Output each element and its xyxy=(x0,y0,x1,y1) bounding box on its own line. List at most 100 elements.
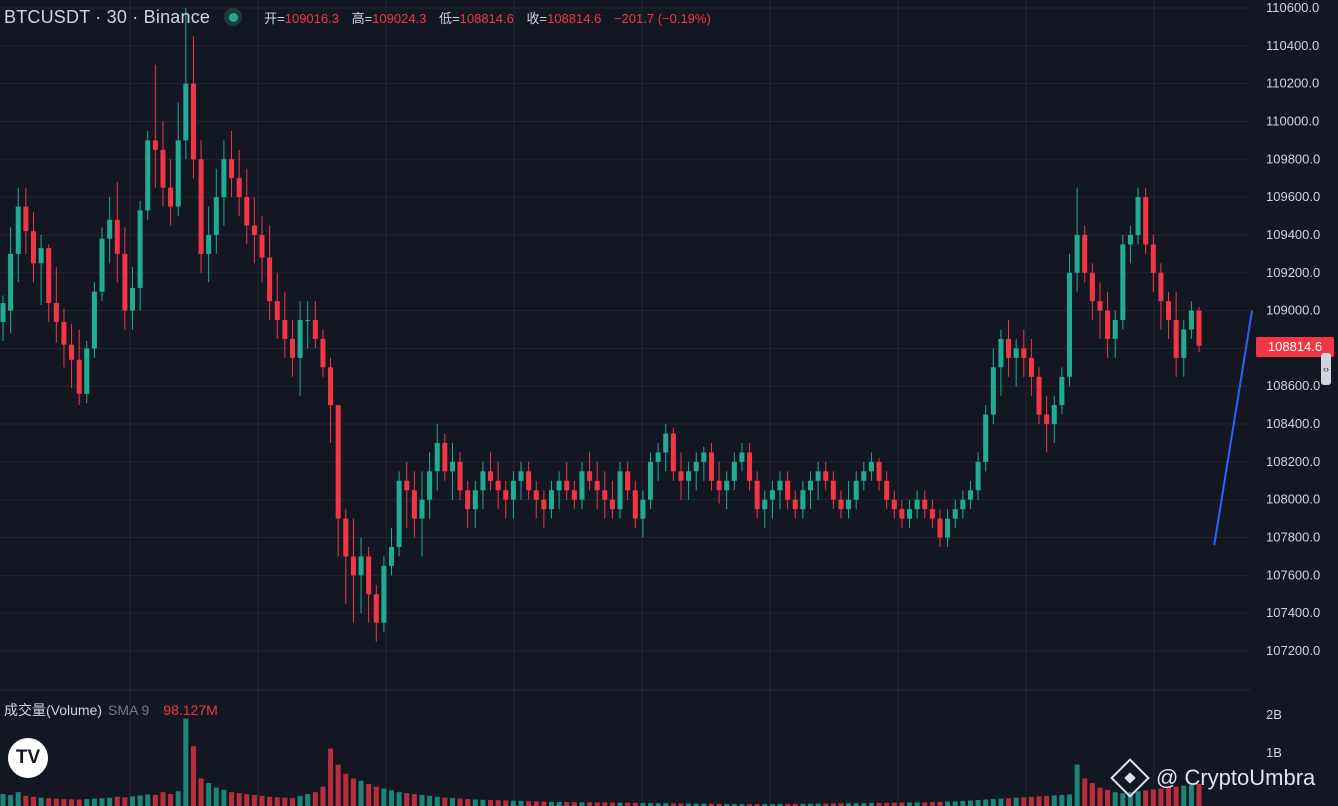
volume-bar xyxy=(244,794,250,806)
candle-body xyxy=(922,499,928,510)
volume-bar xyxy=(556,801,562,806)
candle-body xyxy=(465,490,471,510)
volume-bar xyxy=(1028,796,1034,806)
candles-layer xyxy=(0,8,1202,642)
volume-bar xyxy=(564,802,570,806)
price-tick-label: 107600.0 xyxy=(1266,567,1320,582)
price-tick-label: 109600.0 xyxy=(1266,189,1320,204)
candle-body xyxy=(1013,348,1019,358)
volume-bar xyxy=(853,803,859,806)
candle-body xyxy=(259,234,265,258)
volume-bar xyxy=(937,801,943,806)
volume-bar xyxy=(53,798,59,806)
candle-body xyxy=(541,499,547,510)
candle-body xyxy=(168,187,174,207)
candle-body xyxy=(388,546,395,566)
candle-body xyxy=(792,499,798,510)
candle-body xyxy=(190,83,196,160)
volume-bar xyxy=(891,802,897,806)
volume-bar xyxy=(46,798,52,806)
change-value: −201.7 (−0.19%) xyxy=(613,10,711,26)
candle-body xyxy=(442,442,448,472)
volume-bar xyxy=(777,804,783,806)
candle-body xyxy=(663,433,669,453)
volume-bar xyxy=(114,796,120,806)
volume-bar xyxy=(1112,792,1118,806)
volume-bar xyxy=(152,794,158,806)
volume-bar xyxy=(480,799,486,806)
volume-bar xyxy=(670,803,676,806)
volume-bar xyxy=(922,802,928,806)
candle-body xyxy=(785,480,791,500)
volume-bar xyxy=(373,786,379,806)
candle-body xyxy=(899,509,905,519)
candle-body xyxy=(693,461,699,472)
candle-body xyxy=(701,452,707,462)
market-open-icon xyxy=(224,8,243,26)
candle-body xyxy=(716,480,722,491)
volume-axis: 2B 1B xyxy=(1266,707,1282,760)
volume-bar xyxy=(198,778,204,806)
candle-body xyxy=(678,471,684,481)
tradingview-logo-icon[interactable]: TV xyxy=(8,738,48,778)
volume-bar xyxy=(884,802,890,806)
volume-bar xyxy=(381,788,387,806)
volume-bars-layer xyxy=(0,718,1202,806)
candle-body xyxy=(1006,338,1012,358)
candle-body xyxy=(640,499,646,519)
candle-body xyxy=(724,480,730,491)
candle-body xyxy=(739,452,745,462)
candle-body xyxy=(289,338,295,358)
candle-body xyxy=(221,159,227,198)
candle-body xyxy=(358,556,364,576)
volume-bar xyxy=(1173,786,1179,806)
volume-bar xyxy=(69,799,75,806)
candle-body xyxy=(937,518,943,538)
candle-body xyxy=(122,253,128,311)
volume-bar xyxy=(457,798,463,806)
volume-bar xyxy=(267,796,273,806)
last-price-tag: 108814.6 xyxy=(1256,337,1334,357)
price-tick-label: 110600.0 xyxy=(1266,0,1319,15)
price-axis[interactable]: 110600.0 110400.0 110200.0 110000.0 109800.0… xyxy=(1266,0,1320,658)
volume-bar xyxy=(625,802,631,806)
volume-title[interactable]: 成交量(Volume) xyxy=(4,702,103,718)
candle-body xyxy=(708,452,714,481)
candle-body xyxy=(274,301,280,321)
candle-body xyxy=(495,480,501,491)
candle-body xyxy=(373,594,379,623)
candle-body xyxy=(1105,310,1111,339)
volume-bar xyxy=(1044,795,1050,806)
candle-body xyxy=(846,499,852,510)
candle-body xyxy=(990,367,996,415)
trendline[interactable] xyxy=(1213,310,1253,546)
candle-body xyxy=(312,320,318,339)
candle-body xyxy=(1181,329,1187,358)
volume-bar xyxy=(1127,792,1133,806)
candle-body xyxy=(198,159,204,254)
volume-bar xyxy=(899,802,905,806)
price-tick-label: 109800.0 xyxy=(1266,151,1320,166)
volume-bar xyxy=(510,800,516,806)
scale-handle-icon[interactable]: ‹› xyxy=(1321,353,1331,385)
volume-bar xyxy=(945,801,951,806)
candle-body xyxy=(152,140,158,150)
candle-body xyxy=(617,471,623,510)
candle-body xyxy=(967,490,973,500)
volume-bar xyxy=(122,797,128,806)
volume-bar xyxy=(998,798,1004,806)
volume-bar xyxy=(754,804,760,806)
low-value: 108814.6 xyxy=(459,10,514,26)
candle-body xyxy=(46,248,52,304)
volume-bar xyxy=(61,799,67,806)
volume-bar xyxy=(587,802,593,806)
symbol-title[interactable]: BTCUSDT · 30 · Binance xyxy=(4,6,211,27)
candle-body xyxy=(381,565,387,623)
volume-bar xyxy=(876,802,882,806)
volume-bar xyxy=(617,802,623,806)
candle-body xyxy=(1097,301,1103,311)
volume-bar xyxy=(518,800,524,806)
volume-bar xyxy=(929,802,935,806)
volume-bar xyxy=(686,803,692,806)
